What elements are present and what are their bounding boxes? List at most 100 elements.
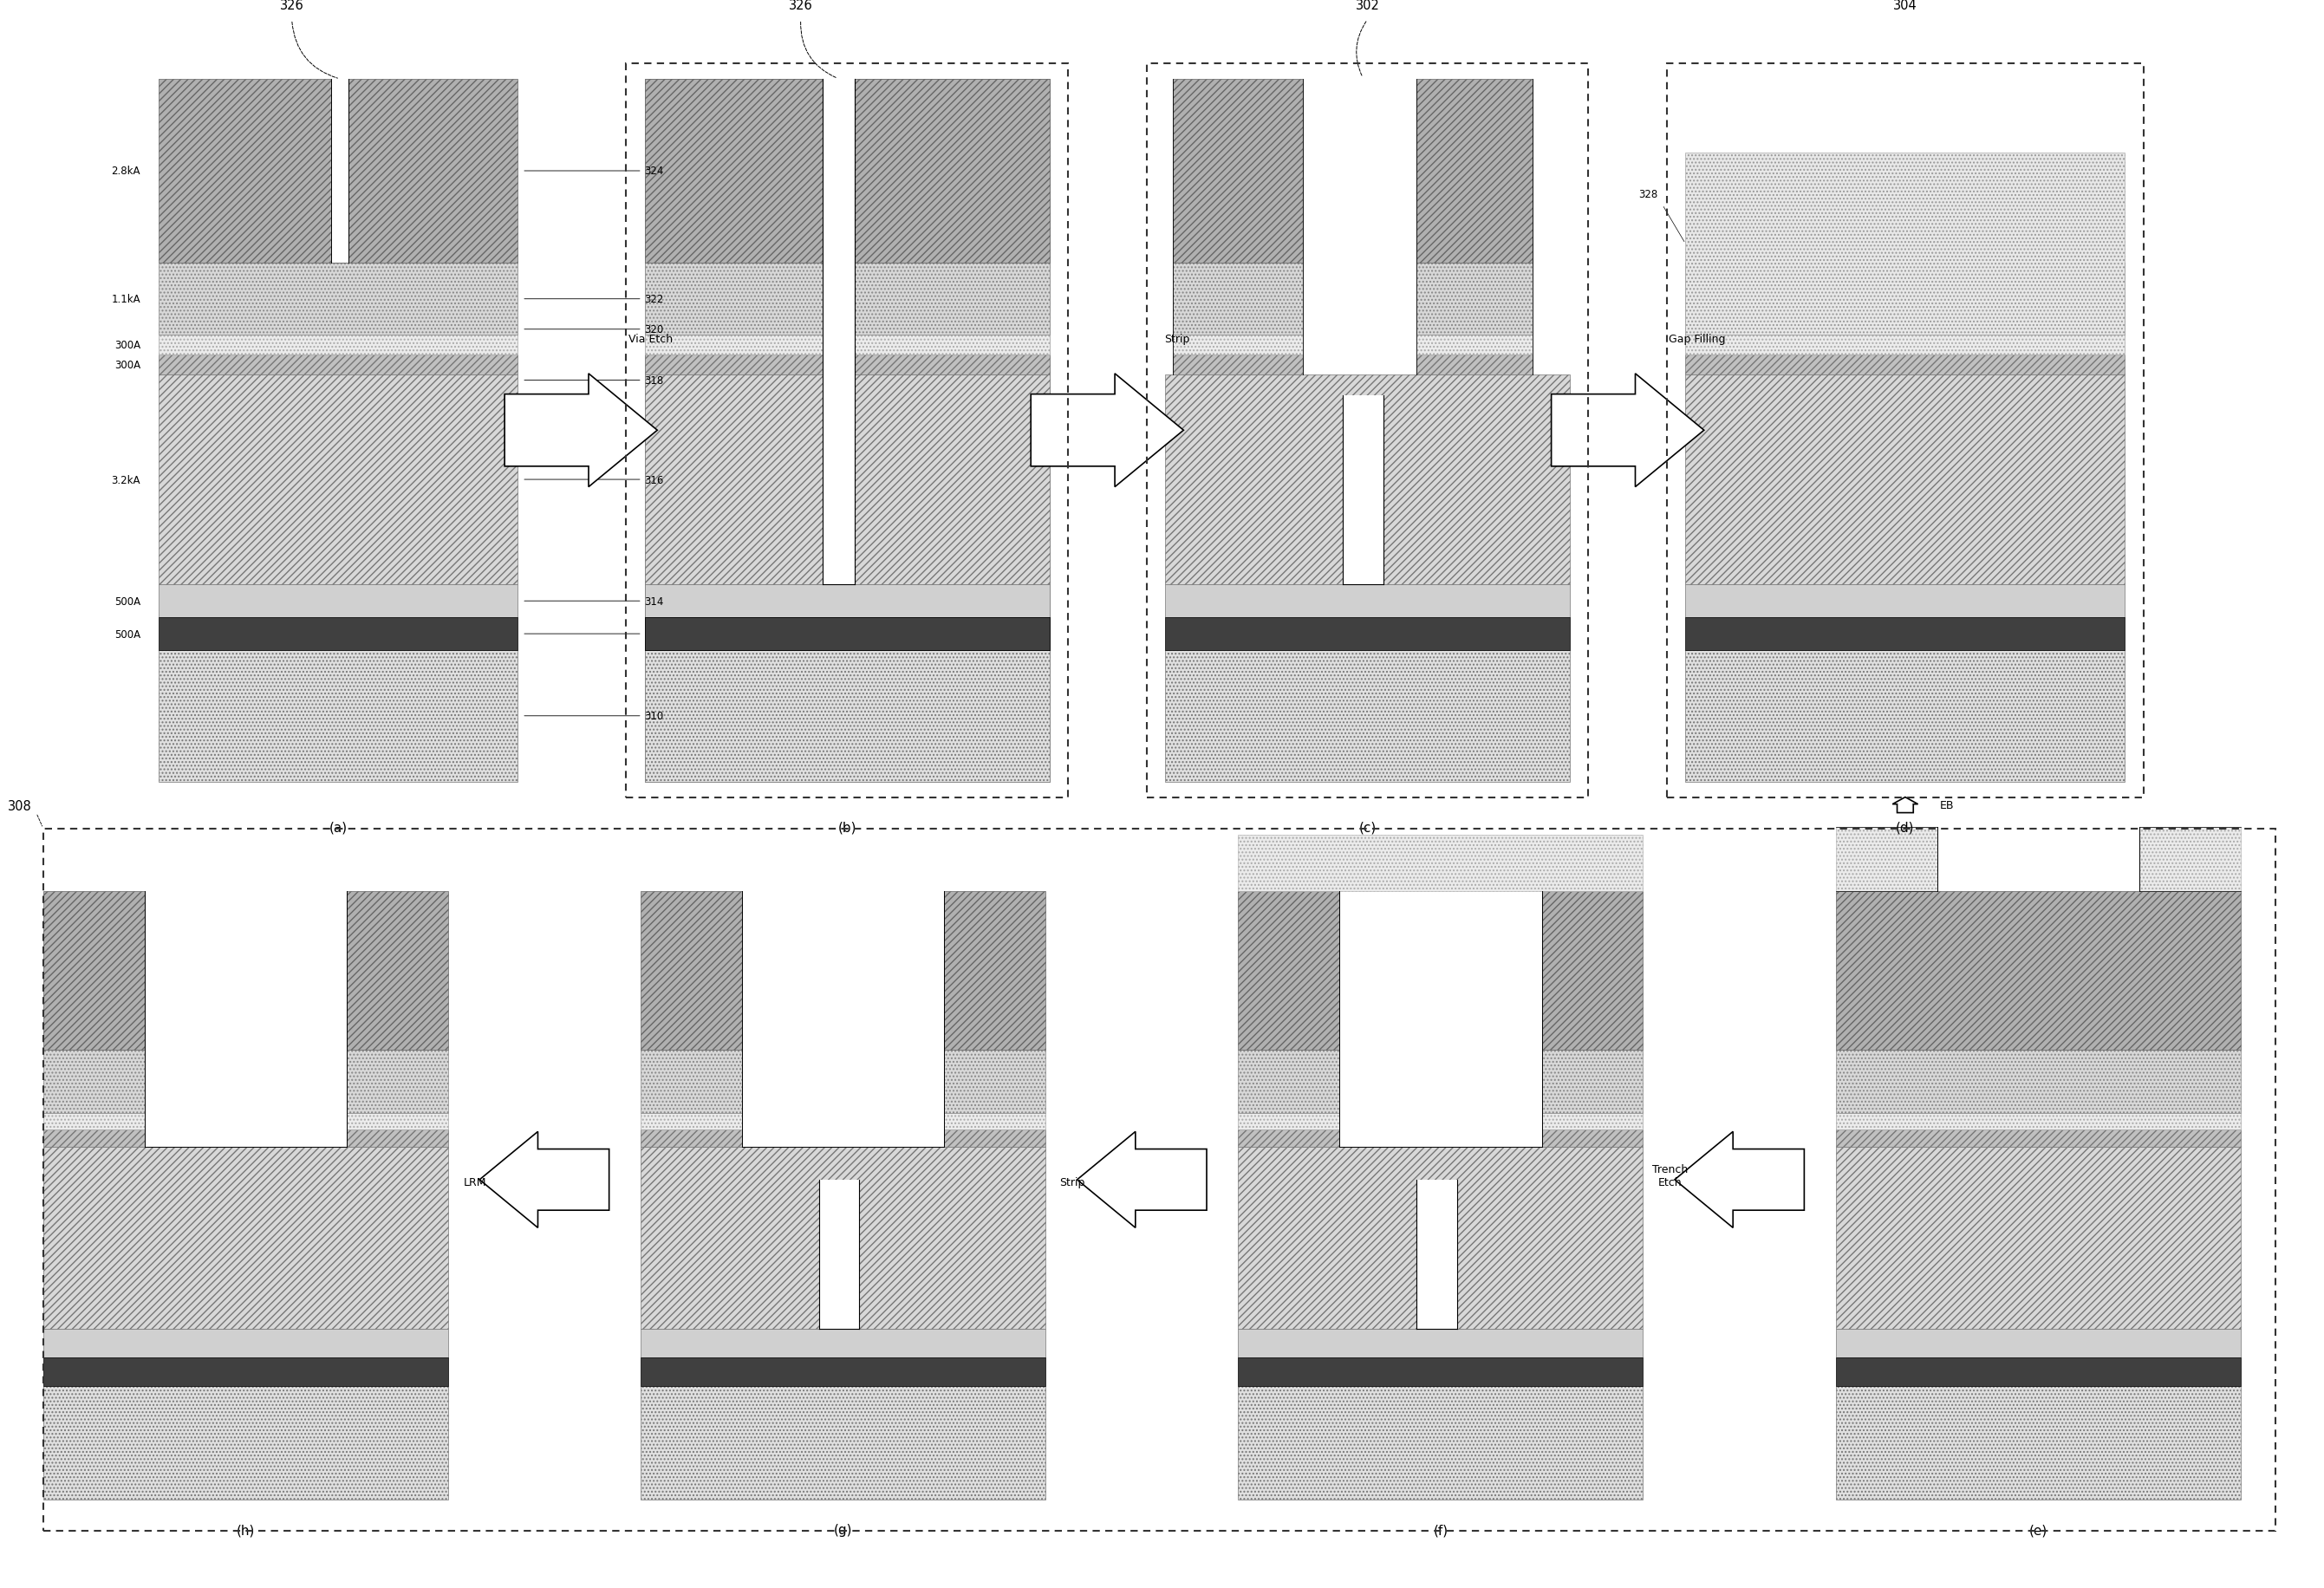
Bar: [1174, 356, 1304, 375]
Bar: [1239, 1358, 1643, 1386]
Bar: [1239, 891, 1339, 1050]
Bar: [641, 1329, 1046, 1358]
Text: 302: 302: [1355, 0, 1380, 13]
Text: EB: EB: [1941, 800, 1954, 811]
Bar: [1174, 264, 1304, 335]
Bar: [44, 1329, 449, 1358]
Bar: [1685, 651, 2124, 781]
Bar: [644, 79, 1050, 264]
Polygon shape: [504, 375, 658, 488]
Text: (d): (d): [1896, 821, 1915, 834]
Bar: [644, 356, 1050, 375]
Bar: [158, 618, 518, 651]
Bar: [1239, 835, 1643, 891]
Bar: [644, 264, 1050, 335]
Bar: [641, 1113, 741, 1131]
Bar: [346, 1050, 449, 1113]
Bar: [1836, 1386, 2240, 1499]
Bar: [158, 264, 518, 335]
Bar: [644, 375, 1050, 584]
Text: (c): (c): [1360, 821, 1376, 834]
Bar: [1415, 79, 1532, 264]
Bar: [1164, 375, 1569, 584]
Bar: [1685, 152, 2124, 335]
Polygon shape: [1892, 797, 1917, 813]
Bar: [641, 1050, 741, 1113]
Bar: [44, 891, 144, 1050]
Bar: [346, 1113, 449, 1131]
Bar: [641, 891, 741, 1050]
Bar: [1343, 395, 1383, 584]
Bar: [1685, 264, 2124, 335]
Text: (h): (h): [237, 1523, 256, 1536]
Text: 500A: 500A: [114, 596, 139, 607]
Text: 326: 326: [788, 0, 813, 13]
Bar: [644, 335, 1050, 356]
Bar: [818, 1180, 860, 1329]
Text: 324: 324: [525, 165, 665, 178]
Text: 316: 316: [525, 475, 665, 486]
Bar: [44, 829, 2275, 1531]
Bar: [1836, 1131, 2240, 1147]
Text: (f): (f): [1434, 1523, 1448, 1536]
Bar: [44, 1358, 449, 1386]
Bar: [641, 1386, 1046, 1499]
Text: 320: 320: [525, 324, 665, 335]
Text: (b): (b): [837, 821, 855, 834]
Text: 300A: 300A: [114, 340, 139, 351]
Bar: [1541, 1131, 1643, 1147]
Bar: [44, 1113, 144, 1131]
Bar: [1415, 356, 1532, 375]
Bar: [1239, 1386, 1643, 1499]
Bar: [1541, 891, 1643, 1050]
Text: LRM: LRM: [462, 1177, 486, 1188]
Bar: [644, 651, 1050, 781]
Text: 310: 310: [525, 711, 665, 723]
Bar: [641, 1358, 1046, 1386]
Text: (a): (a): [330, 821, 346, 834]
Text: 326: 326: [279, 0, 304, 13]
Bar: [644, 375, 1050, 584]
Text: 2.8kA: 2.8kA: [112, 165, 139, 178]
Bar: [1685, 618, 2124, 651]
Bar: [944, 1113, 1046, 1131]
Bar: [1164, 651, 1569, 781]
Bar: [2140, 827, 2240, 891]
Bar: [346, 1131, 449, 1147]
Bar: [641, 1147, 1046, 1329]
Polygon shape: [1676, 1132, 1803, 1228]
Bar: [1174, 79, 1304, 264]
Text: 322: 322: [525, 294, 665, 305]
Bar: [1239, 1113, 1339, 1131]
Bar: [158, 335, 518, 356]
Bar: [1836, 891, 2240, 1050]
Polygon shape: [1032, 375, 1183, 488]
Bar: [1541, 1050, 1643, 1113]
Bar: [644, 618, 1050, 651]
Bar: [1415, 335, 1532, 356]
Bar: [1685, 584, 2124, 618]
Bar: [1164, 618, 1569, 651]
Bar: [641, 1131, 741, 1147]
Bar: [1836, 827, 1936, 891]
Bar: [1239, 1329, 1643, 1358]
Text: (e): (e): [2029, 1523, 2047, 1536]
Text: 1.1kA: 1.1kA: [112, 294, 139, 305]
Text: 300A: 300A: [114, 359, 139, 370]
Bar: [644, 584, 1050, 618]
Bar: [644, 264, 1050, 335]
Bar: [1239, 1050, 1339, 1113]
Polygon shape: [1076, 1132, 1206, 1228]
Bar: [823, 79, 855, 584]
Text: 328: 328: [1638, 189, 1657, 200]
Bar: [1836, 1329, 2240, 1358]
Bar: [1541, 1113, 1643, 1131]
Bar: [1146, 64, 1587, 797]
Text: Trench
Etch: Trench Etch: [1652, 1164, 1687, 1188]
Text: 318: 318: [525, 375, 665, 386]
Bar: [1666, 64, 2143, 797]
Bar: [644, 618, 1050, 651]
Bar: [644, 584, 1050, 618]
Bar: [1836, 1050, 2240, 1113]
Bar: [625, 64, 1067, 797]
